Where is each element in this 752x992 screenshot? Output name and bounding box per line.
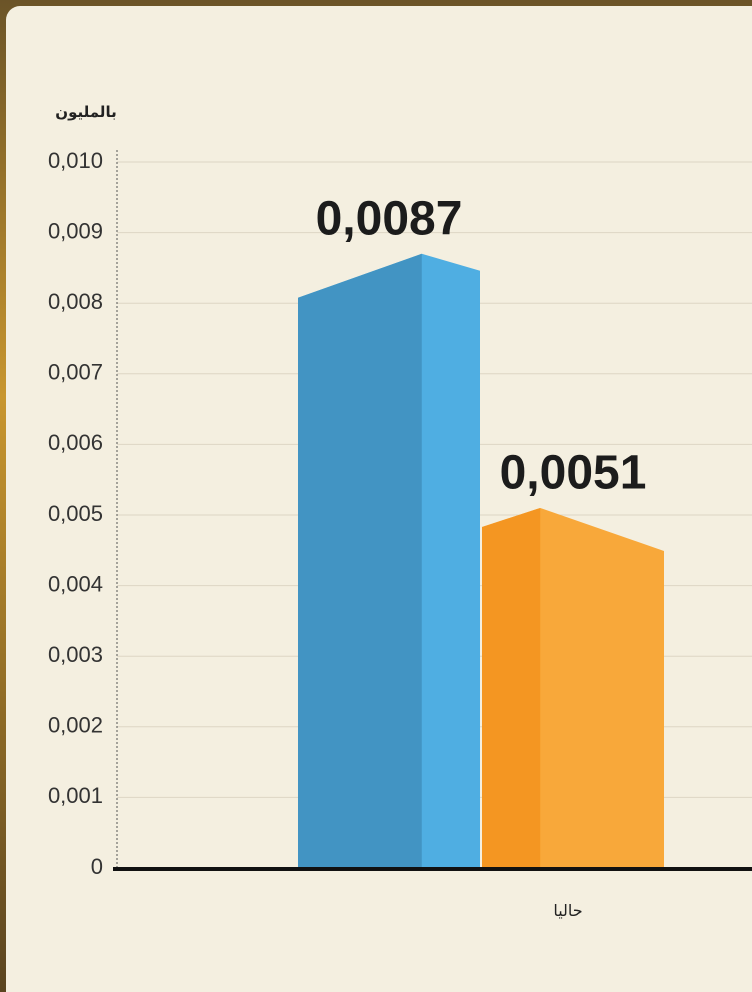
y-tick-label: 0,005 (48, 501, 103, 526)
y-axis-label: بالمليون (55, 104, 116, 121)
data-label: 0,0051 (500, 447, 647, 500)
y-tick-label: 0,003 (48, 642, 103, 667)
y-tick-label: 0,009 (48, 218, 103, 243)
y-tick-label: 0,004 (48, 571, 103, 596)
x-tick-label: حاليا (553, 903, 582, 920)
data-label: 0,0087 (316, 192, 463, 245)
bar-shade (482, 507, 541, 868)
y-tick-label: 0 (91, 854, 103, 879)
y-tick-label: 0,008 (48, 289, 103, 314)
y-tick-label: 0,001 (48, 783, 103, 808)
y-tick-label: 0,006 (48, 430, 103, 455)
bar-shade (298, 253, 422, 868)
y-tick-label: 0,007 (48, 360, 103, 385)
y-tick-label: 0,002 (48, 713, 103, 738)
y-tick-label: 0,010 (48, 148, 103, 173)
